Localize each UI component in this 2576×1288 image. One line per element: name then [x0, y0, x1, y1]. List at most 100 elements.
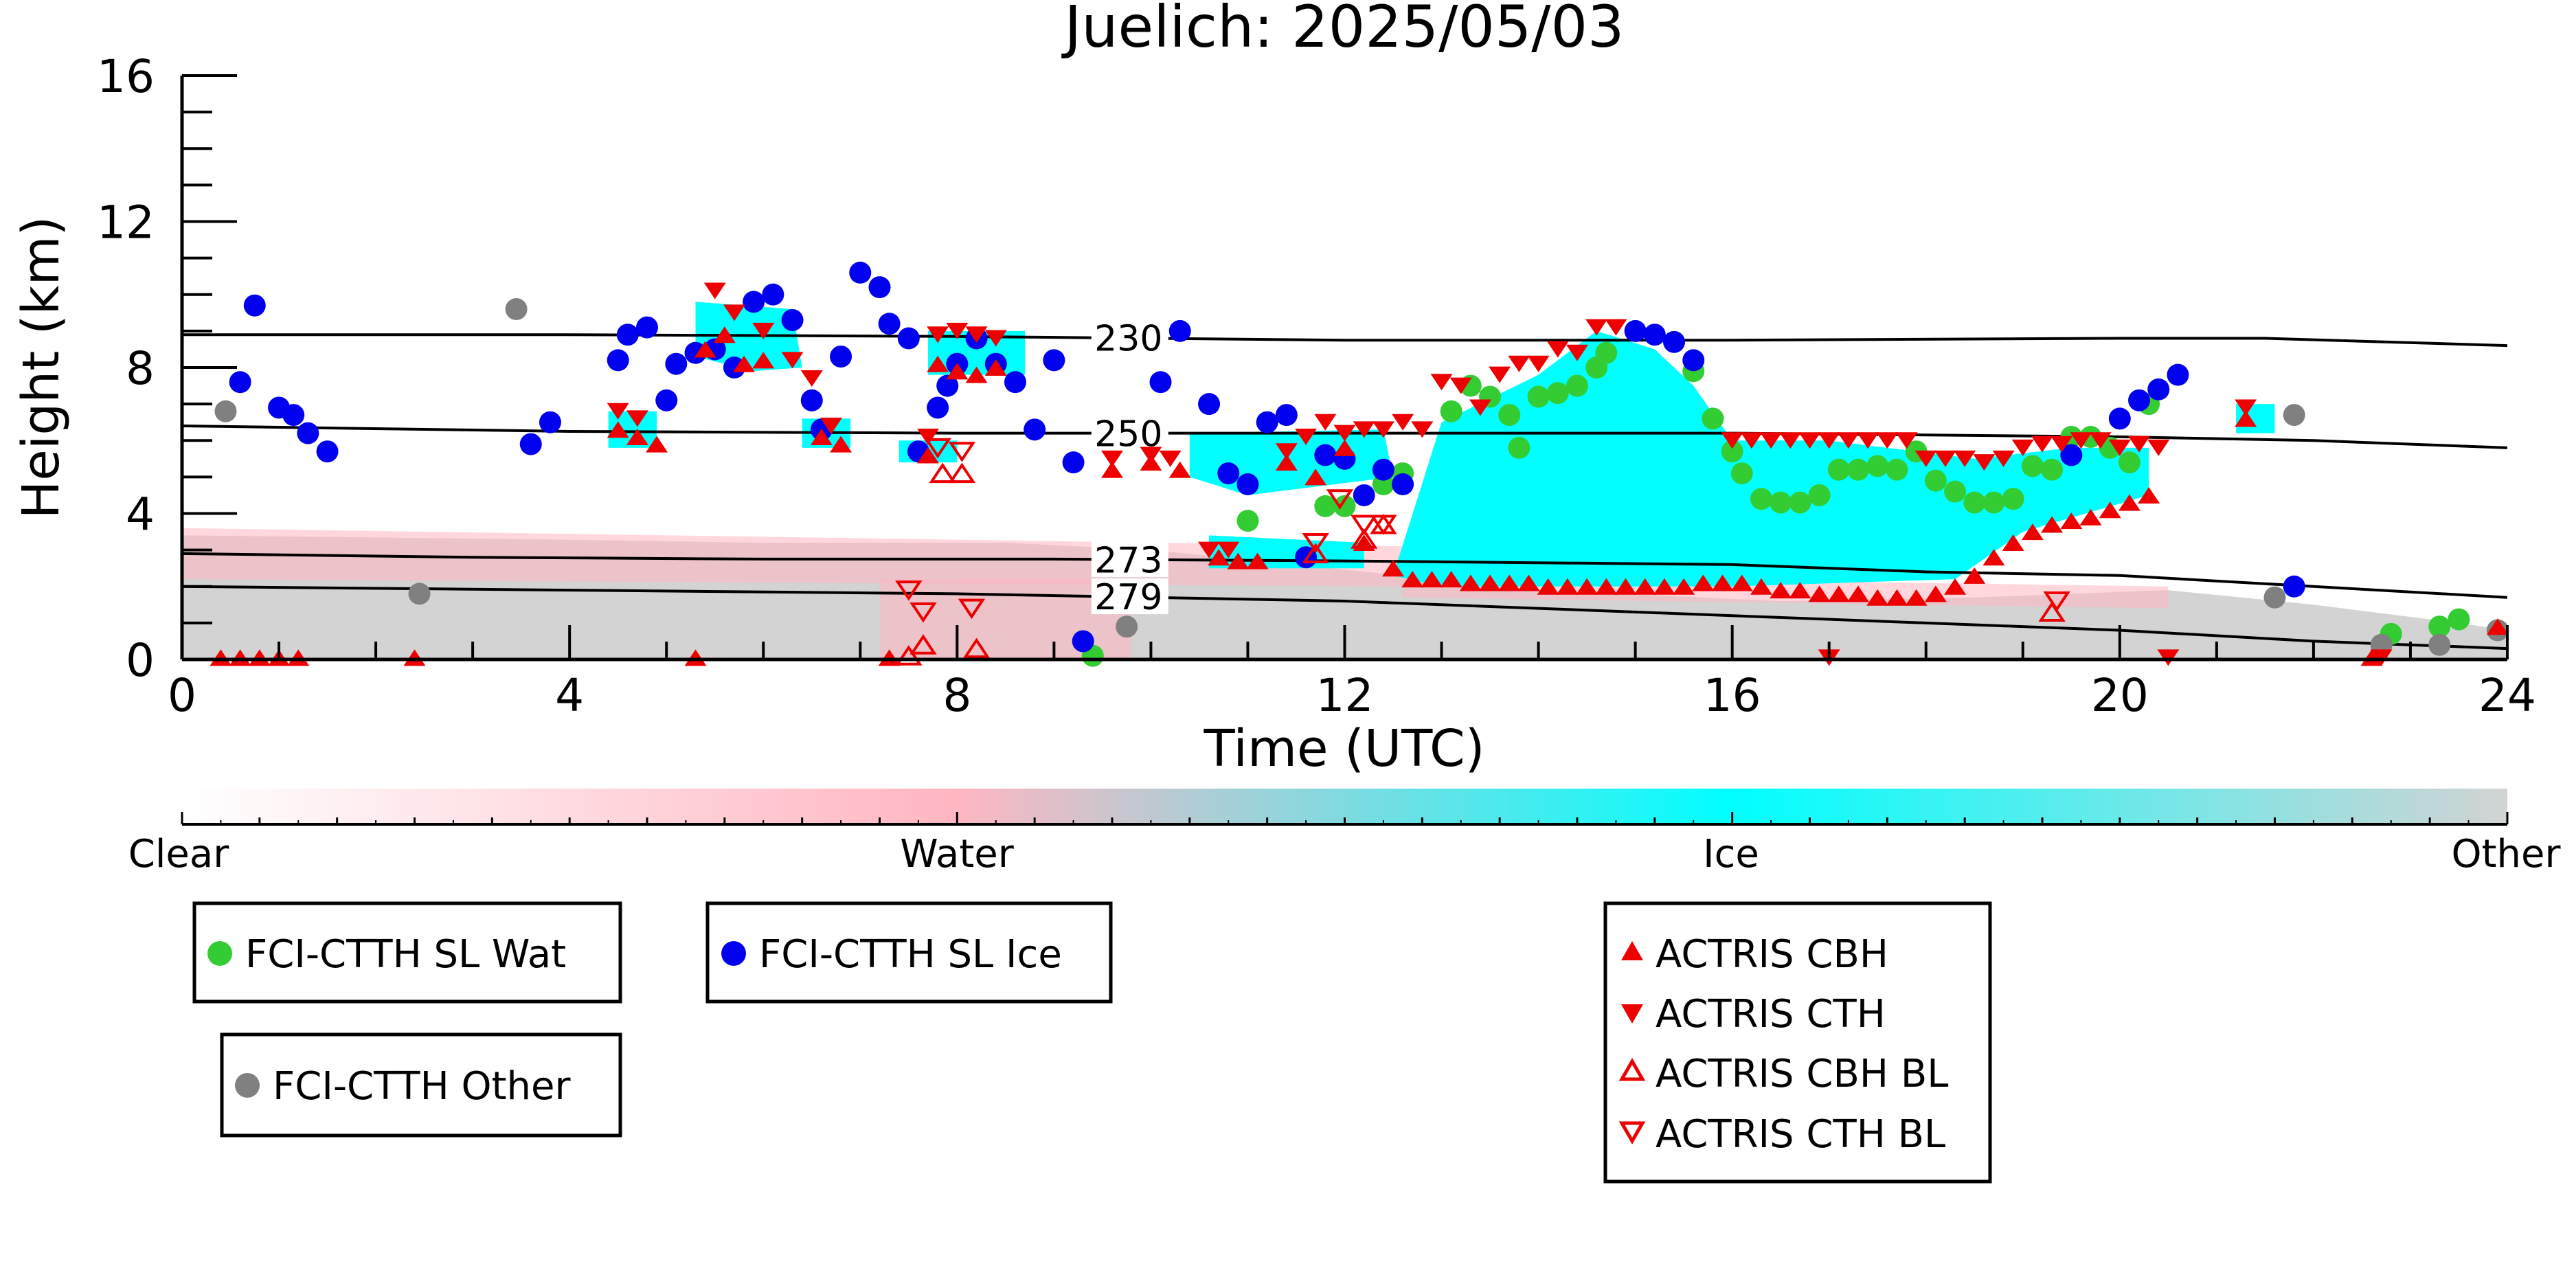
marker-actris-cbh-35: [1440, 571, 1462, 588]
x-tick-label-4: 4: [555, 669, 584, 722]
marker-fci-ctth-sl-ice-52: [1663, 330, 1686, 353]
marker-actris-cbh-19: [946, 363, 969, 380]
marker-actris-cth-24: [1392, 414, 1414, 431]
marker-actris-cbh-37: [1479, 574, 1502, 591]
marker-actris-cbh-30: [1333, 439, 1356, 456]
x-tick-label-20: 20: [2091, 669, 2149, 722]
marker-fci-ctth-sl-ice-42: [1256, 411, 1278, 433]
marker-fci-ctth-sl-wat-33: [2002, 488, 2024, 510]
marker-actris-cbh-43: [1595, 578, 1618, 595]
marker-actris-cth-17: [1217, 541, 1240, 558]
marker-actris-cth-43: [1857, 432, 1879, 449]
marker-actris-cbh-7: [878, 649, 901, 666]
marker-fci-ctth-sl-ice-54: [2060, 444, 2083, 466]
chart-title: Juelich: 2025/05/03: [1061, 0, 1625, 60]
x-axis-label: Time (UTC): [1203, 719, 1484, 778]
marker-fci-ctth-sl-ice-24: [878, 313, 901, 335]
marker-actris-cbh-bl-8: [2038, 601, 2066, 622]
marker-fci-ctth-sl-wat-19: [1730, 462, 1753, 485]
marker-fci-ctth-sl-ice-36: [1072, 630, 1094, 653]
marker-fci-ctth-sl-ice-4: [297, 422, 319, 444]
marker-actris-cbh-51: [1750, 578, 1772, 595]
marker-fci-ctth-sl-wat-6: [1440, 400, 1462, 422]
y-tick-label-16: 16: [97, 50, 155, 103]
marker-actris-cth-33: [1566, 344, 1588, 361]
marker-actris-cbh-68: [2079, 508, 2102, 526]
marker-actris-cth-53: [2050, 436, 2073, 453]
legend-marker-cth-bl: [1618, 1121, 1646, 1145]
colorbar-label-water: Water: [900, 832, 1015, 877]
marker-actris-cbh-27: [1246, 552, 1269, 569]
marker-actris-cbh-46: [1653, 578, 1675, 595]
marker-fci-ctth-sl-ice-25: [897, 327, 920, 350]
marker-actris-cth-bl-7: [1350, 515, 1378, 536]
marker-fci-ctth-sl-wat-13: [1566, 374, 1588, 397]
marker-fci-ctth-sl-wat-11: [1527, 385, 1550, 408]
legend-marker-cbh: [1621, 941, 1643, 960]
marker-fci-ctth-sl-ice-12: [665, 352, 688, 375]
marker-actris-cbh-72: [2235, 410, 2257, 427]
marker-actris-cbh-2: [248, 649, 271, 666]
marker-actris-cbh-56: [1847, 585, 1870, 602]
y-tick-label-4: 4: [126, 488, 155, 541]
x-tick-label-16: 16: [1704, 669, 1761, 722]
marker-actris-cbh-32: [1382, 560, 1405, 577]
marker-fci-ctth-other-5: [2283, 404, 2305, 427]
marker-actris-cbh-49: [1711, 574, 1734, 591]
marker-fci-ctth-sl-ice-51: [1643, 324, 1666, 346]
legend-label-ice: FCI-CTTH SL Ice: [759, 932, 1062, 977]
marker-actris-cbh-12: [713, 326, 736, 343]
marker-fci-ctth-sl-ice-5: [316, 440, 339, 463]
marker-actris-cth-54: [2070, 432, 2092, 449]
marker-actris-cbh-38: [1498, 574, 1521, 591]
x-tick-label-0: 0: [168, 669, 196, 722]
marker-actris-cbh-10: [646, 436, 668, 453]
marker-actris-cbh-69: [2099, 501, 2121, 519]
marker-fci-ctth-sl-ice-27: [927, 396, 949, 419]
marker-fci-ctth-other-4: [2263, 586, 2286, 609]
marker-actris-cbh-66: [2041, 516, 2064, 533]
marker-actris-cth-2: [703, 282, 726, 300]
legend-ice: FCI-CTTH SL Ice: [705, 901, 1113, 1004]
marker-actris-cbh-53: [1789, 582, 1811, 599]
marker-actris-cth-36: [1721, 432, 1743, 449]
marker-actris-cbh-58: [1886, 589, 1908, 606]
isotherm-label-bg-250: [1091, 415, 1168, 451]
marker-actris-cbh-70: [2118, 494, 2140, 511]
marker-actris-cth-20: [1314, 414, 1337, 431]
marker-fci-ctth-other-2: [505, 298, 528, 320]
marker-actris-cbh-62: [1963, 567, 1986, 584]
marker-fci-ctth-sl-wat-21: [1770, 491, 1792, 514]
marker-actris-cth-28: [1469, 399, 1491, 416]
marker-fci-ctth-sl-ice-10: [636, 316, 658, 339]
axes: 0 4 8 12 16 20 24 0 4 8 12 16: [97, 50, 2536, 722]
marker-fci-ctth-sl-wat-15: [1595, 341, 1618, 364]
marker-actris-cth-13: [1101, 450, 1123, 467]
isotherm-label-279: 279: [1094, 577, 1162, 618]
marker-actris-cth-bl-3: [948, 442, 976, 462]
marker-fci-ctth-sl-ice-41: [1236, 473, 1259, 495]
legend-label-cth: ACTRIS CTH: [1656, 992, 1886, 1037]
legend-wat: FCI-CTTH SL Wat: [192, 901, 622, 1004]
marker-fci-ctth-sl-ice-11: [655, 389, 678, 411]
marker-fci-ctth-sl-ice-58: [2167, 363, 2189, 386]
marker-actris-cbh-bl-0: [895, 645, 923, 666]
y-tick-label-12: 12: [97, 196, 155, 249]
marker-actris-cth-25: [1411, 421, 1434, 438]
marker-fci-ctth-sl-wat-32: [1982, 491, 2005, 514]
marker-actris-cbh-73: [2360, 649, 2383, 666]
marker-actris-cth-bl-2: [924, 438, 951, 459]
marker-fci-ctth-sl-ice-38: [1168, 319, 1191, 342]
marker-actris-cbh-63: [1982, 549, 2005, 566]
marker-actris-cth-bl-9: [2043, 591, 2070, 612]
marker-actris-cth-41: [1818, 432, 1840, 449]
marker-actris-cbh-1: [229, 649, 251, 666]
marker-actris-cbh-0: [210, 649, 232, 666]
marker-actris-cbh-54: [1808, 585, 1831, 602]
marker-actris-cbh-8: [607, 421, 629, 438]
marker-actris-cth-42: [1837, 432, 1860, 449]
legend-marker-cth: [1621, 1004, 1643, 1024]
marker-actris-cth-46: [1914, 450, 1937, 467]
marker-fci-ctth-sl-ice-18: [781, 308, 804, 331]
